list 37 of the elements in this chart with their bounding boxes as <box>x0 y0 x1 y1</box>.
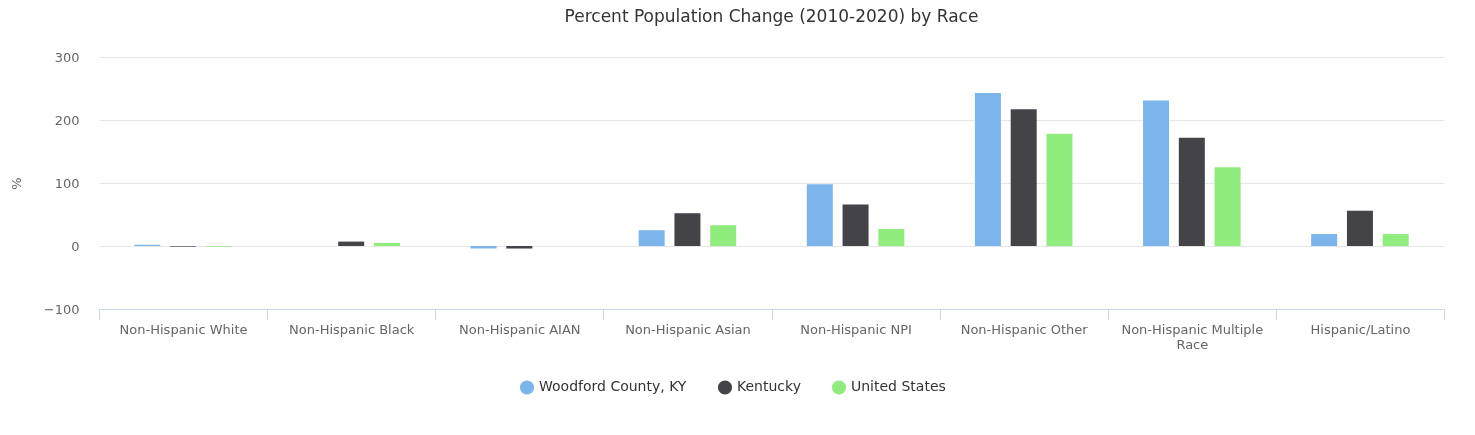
bar <box>1046 133 1073 246</box>
x-tick-label: Non-Hispanic Asian <box>625 321 751 337</box>
bar <box>506 246 533 249</box>
bar <box>1214 167 1241 246</box>
bar <box>638 230 665 246</box>
bar <box>1311 234 1338 246</box>
legend-label: Woodford County, KY <box>539 378 687 395</box>
bar <box>1010 109 1037 246</box>
y-tick-label: −100 <box>43 301 80 317</box>
bar <box>878 228 905 246</box>
y-tick-label: 200 <box>54 112 80 128</box>
y-tick-label: 300 <box>54 49 80 65</box>
bar <box>842 204 869 246</box>
x-tick-label: Non-Hispanic White <box>119 321 248 337</box>
x-tick-label: Hispanic/Latino <box>1310 321 1411 337</box>
y-axis-title: % <box>8 177 24 190</box>
bar <box>338 241 365 246</box>
x-tick-label: Non-Hispanic Black <box>289 321 415 337</box>
x-tick-label: Non-Hispanic Multiple Race <box>1121 321 1264 352</box>
legend-label: United States <box>851 378 946 395</box>
bar <box>806 184 833 246</box>
bar <box>974 92 1001 246</box>
bar <box>470 246 497 249</box>
x-tick-label: Non-Hispanic Other <box>960 321 1089 337</box>
x-tick-label: Non-Hispanic NPI <box>800 321 912 337</box>
bar <box>1143 100 1170 246</box>
chart-title: Percent Population Change (2010-2020) by Race <box>564 6 979 26</box>
bar <box>674 213 701 246</box>
bar <box>373 242 400 246</box>
y-tick-label: 100 <box>54 175 80 191</box>
y-tick-label: 0 <box>71 238 80 254</box>
bar <box>1382 234 1409 246</box>
bar <box>1178 137 1205 246</box>
bar <box>1346 210 1373 246</box>
legend-label: Kentucky <box>737 378 801 395</box>
x-tick-label: Non-Hispanic AIAN <box>459 321 581 337</box>
bar <box>710 225 737 246</box>
